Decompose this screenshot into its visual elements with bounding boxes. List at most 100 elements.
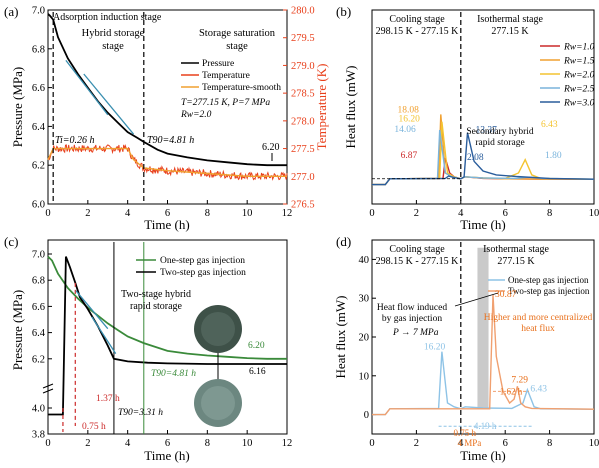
panel-c-series bbox=[47, 255, 287, 416]
panel-c-two-stage-annotation: Two-stage hybrid rapid storage bbox=[121, 289, 191, 312]
panel-d-y-tick-label: 20 bbox=[359, 333, 370, 344]
panel-c-x-ticks: 0 2 4 6 8 10 12 bbox=[45, 430, 292, 449]
panel-b-stage-isothermal: Isothermal stage bbox=[477, 14, 543, 25]
panel-a-y2-label: Temperature (K) bbox=[314, 64, 329, 151]
panel-c-tangents bbox=[75, 290, 117, 354]
panel-b-peak-label: 18.08 bbox=[397, 105, 419, 115]
panel-c-injection-marks bbox=[62, 282, 76, 432]
panel-c-x-tick-label: 2 bbox=[85, 438, 90, 449]
panel-c-y-ticks: 3.8 4.0 6.2 6.4 6.6 6.8 7.0 bbox=[32, 250, 52, 441]
legend-b-label: Rw=2.5 bbox=[563, 85, 595, 95]
panel-c-y-tick-label: 6.4 bbox=[32, 328, 46, 339]
panel-a-y2-tick-label: 278.0 bbox=[291, 116, 315, 127]
panel-c-axis-break bbox=[42, 383, 54, 394]
legend-d-one-step: One-step gas injection bbox=[508, 275, 589, 285]
panel-d-dim-162-label: 1.62 h bbox=[500, 386, 523, 396]
panel-a-y-tick-label: 6.2 bbox=[32, 161, 45, 172]
panel-b-secondary-annotation: Secondary hybrid rapid storage bbox=[466, 127, 534, 148]
panel-b-y-label: Heat flux (mW) bbox=[343, 65, 358, 148]
panel-a-x-tick-label: 8 bbox=[205, 208, 210, 219]
panel-d-injection-band bbox=[477, 247, 489, 409]
panel-d-pressure-note: P → 7 MPa bbox=[392, 328, 439, 338]
panel-d-durations: 4.19 h 1.62 h 0.75 h4 MPa bbox=[438, 386, 532, 448]
panel-d-x-tick-label: 4 bbox=[458, 438, 464, 449]
panel-c-y-tick-label: 6.2 bbox=[32, 354, 45, 365]
legend-two-step: Two-step gas injection bbox=[160, 268, 246, 278]
panel-a-stage-hybrid: Hybrid storage stage bbox=[82, 28, 145, 52]
panel-d-peak-643: 6.43 bbox=[530, 385, 547, 395]
panel-a-x-tick-label: 10 bbox=[242, 208, 253, 219]
panel-c-label: (c) bbox=[4, 234, 18, 249]
panel-d-series bbox=[372, 294, 595, 416]
series-one-step bbox=[47, 255, 287, 360]
legend-temperature-smooth: Temperature-smooth bbox=[202, 83, 281, 93]
panel-a-y-label: Pressure (MPa) bbox=[10, 67, 25, 148]
panel-c-x-tick-label: 4 bbox=[125, 438, 131, 449]
panel-d-peak-labels: 16.20 30.87 7.296.43 bbox=[424, 290, 547, 395]
panel-c-legend: One-step gas injection Two-step gas inje… bbox=[136, 256, 246, 278]
panel-c-y-tick-label: 6.8 bbox=[32, 276, 45, 287]
panel-a-tangent-0 bbox=[65, 60, 109, 116]
panel-a-stage-induction: Adsorption induction stage bbox=[53, 12, 162, 23]
panel-c-y-label: Pressure (MPa) bbox=[10, 290, 25, 371]
panel-c-y-tick-label: 4.0 bbox=[32, 404, 45, 415]
panel-b-legend: Rw=1.0 Rw=1.5 Rw=2.0 Rw=2.5 Rw=3.0 bbox=[540, 43, 595, 109]
panel-d-x-tick-label: 6 bbox=[503, 438, 508, 449]
panel-d-annot-075: 0.75 h bbox=[453, 428, 476, 438]
panel-a-condition-2: Rw=2.0 bbox=[180, 110, 212, 120]
panel-b-value-208: 2.08 bbox=[467, 153, 484, 163]
panel-b-x-tick-label: 8 bbox=[547, 208, 552, 219]
panel-c-tangent-0 bbox=[75, 290, 109, 330]
series-temperature bbox=[47, 143, 288, 181]
panel-c-y-tick-label: 6.6 bbox=[32, 302, 45, 313]
series-temperature-smooth bbox=[47, 147, 287, 177]
panel-d-stage-cooling: Cooling stage bbox=[389, 244, 445, 255]
panel-b-peak-label: 16.20 bbox=[399, 115, 421, 125]
panel-b-value-643: 6.43 bbox=[541, 120, 558, 130]
panel-a-y-tick-label: 6.8 bbox=[32, 44, 45, 55]
panel-a-x-ticks: 0 2 4 6 8 10 12 bbox=[45, 200, 292, 219]
panel-a-y2-tick-label: 276.5 bbox=[291, 200, 315, 211]
panel-b-stage-cooling-temp: 298.15 K - 277.15 K bbox=[376, 26, 460, 37]
panel-a-y2-tick-label: 277.0 bbox=[291, 172, 315, 183]
panel-d-centralized-annotation: Higher and more centralized heat flux bbox=[484, 313, 593, 334]
legend-b-label: Rw=3.0 bbox=[563, 99, 595, 109]
panel-b-x-tick-label: 2 bbox=[414, 208, 419, 219]
panel-c-annot-075: 0.75 h bbox=[82, 422, 106, 432]
panel-d-x-label: Time (h) bbox=[460, 448, 505, 463]
panel-a-t90-annotation: T90=4.81 h bbox=[147, 135, 194, 146]
panel-d-x-tick-label: 2 bbox=[414, 438, 419, 449]
panel-b-x-tick-label: 4 bbox=[458, 208, 464, 219]
legend-b-label: Rw=2.0 bbox=[563, 71, 595, 81]
panel-a-end-value: 6.20 bbox=[262, 142, 280, 153]
panel-a-tangents bbox=[65, 60, 135, 135]
panel-d-gas-annotation: Heat flow induced by gas injection bbox=[377, 302, 447, 324]
panel-b-peak-label: 14.06 bbox=[394, 125, 416, 135]
panel-c-x-tick-label: 8 bbox=[205, 438, 210, 449]
panel-b-x-tick-label: 0 bbox=[369, 208, 374, 219]
panel-b-x-tick-label: 6 bbox=[503, 208, 508, 219]
panel-b-label: (b) bbox=[336, 4, 351, 19]
panel-b-frame bbox=[371, 9, 595, 205]
panel-d: (d) 0 2 4 6 8 10 0 10 20 30 40 Time (h) Heat flux… bbox=[333, 234, 599, 463]
panel-a-label: (a) bbox=[4, 4, 18, 19]
panel-d-x-tick-label: 8 bbox=[547, 438, 552, 449]
panel-d-y-ticks: 0 10 20 30 40 bbox=[359, 255, 376, 421]
legend-b-label: Rw=1.5 bbox=[563, 57, 595, 67]
panel-a-x-tick-label: 0 bbox=[45, 208, 50, 219]
panel-a-y-tick-label: 6.0 bbox=[32, 200, 45, 211]
panel-d-x-tick-label: 10 bbox=[589, 438, 599, 449]
panel-a-y-tick-label: 6.6 bbox=[32, 83, 45, 94]
panel-d-annot-4mpa: 4 MPa bbox=[457, 438, 481, 448]
panel-d-y-tick-label: 30 bbox=[359, 294, 370, 305]
panel-a-legend: Pressure Temperature Temperature-smooth bbox=[181, 59, 281, 93]
panel-a-y2-ticks: 276.5 277.0 277.5 278.0 278.5 279.0 279.5 280.0 bbox=[283, 6, 315, 211]
panel-b-peak-label: 13.37 bbox=[475, 126, 497, 136]
panel-d-peak-1620: 16.20 bbox=[424, 343, 446, 353]
panel-a-y-ticks: 6.0 6.2 6.4 6.6 6.8 7.0 bbox=[32, 6, 52, 211]
panel-a-y-tick-label: 7.0 bbox=[32, 6, 45, 17]
panel-c-x-tick-label: 0 bbox=[45, 438, 50, 449]
panel-a-ti-annotation: Ti=0.26 h bbox=[55, 135, 95, 146]
panel-d-legend: One-step gas injection Two-step gas inje… bbox=[488, 275, 590, 296]
